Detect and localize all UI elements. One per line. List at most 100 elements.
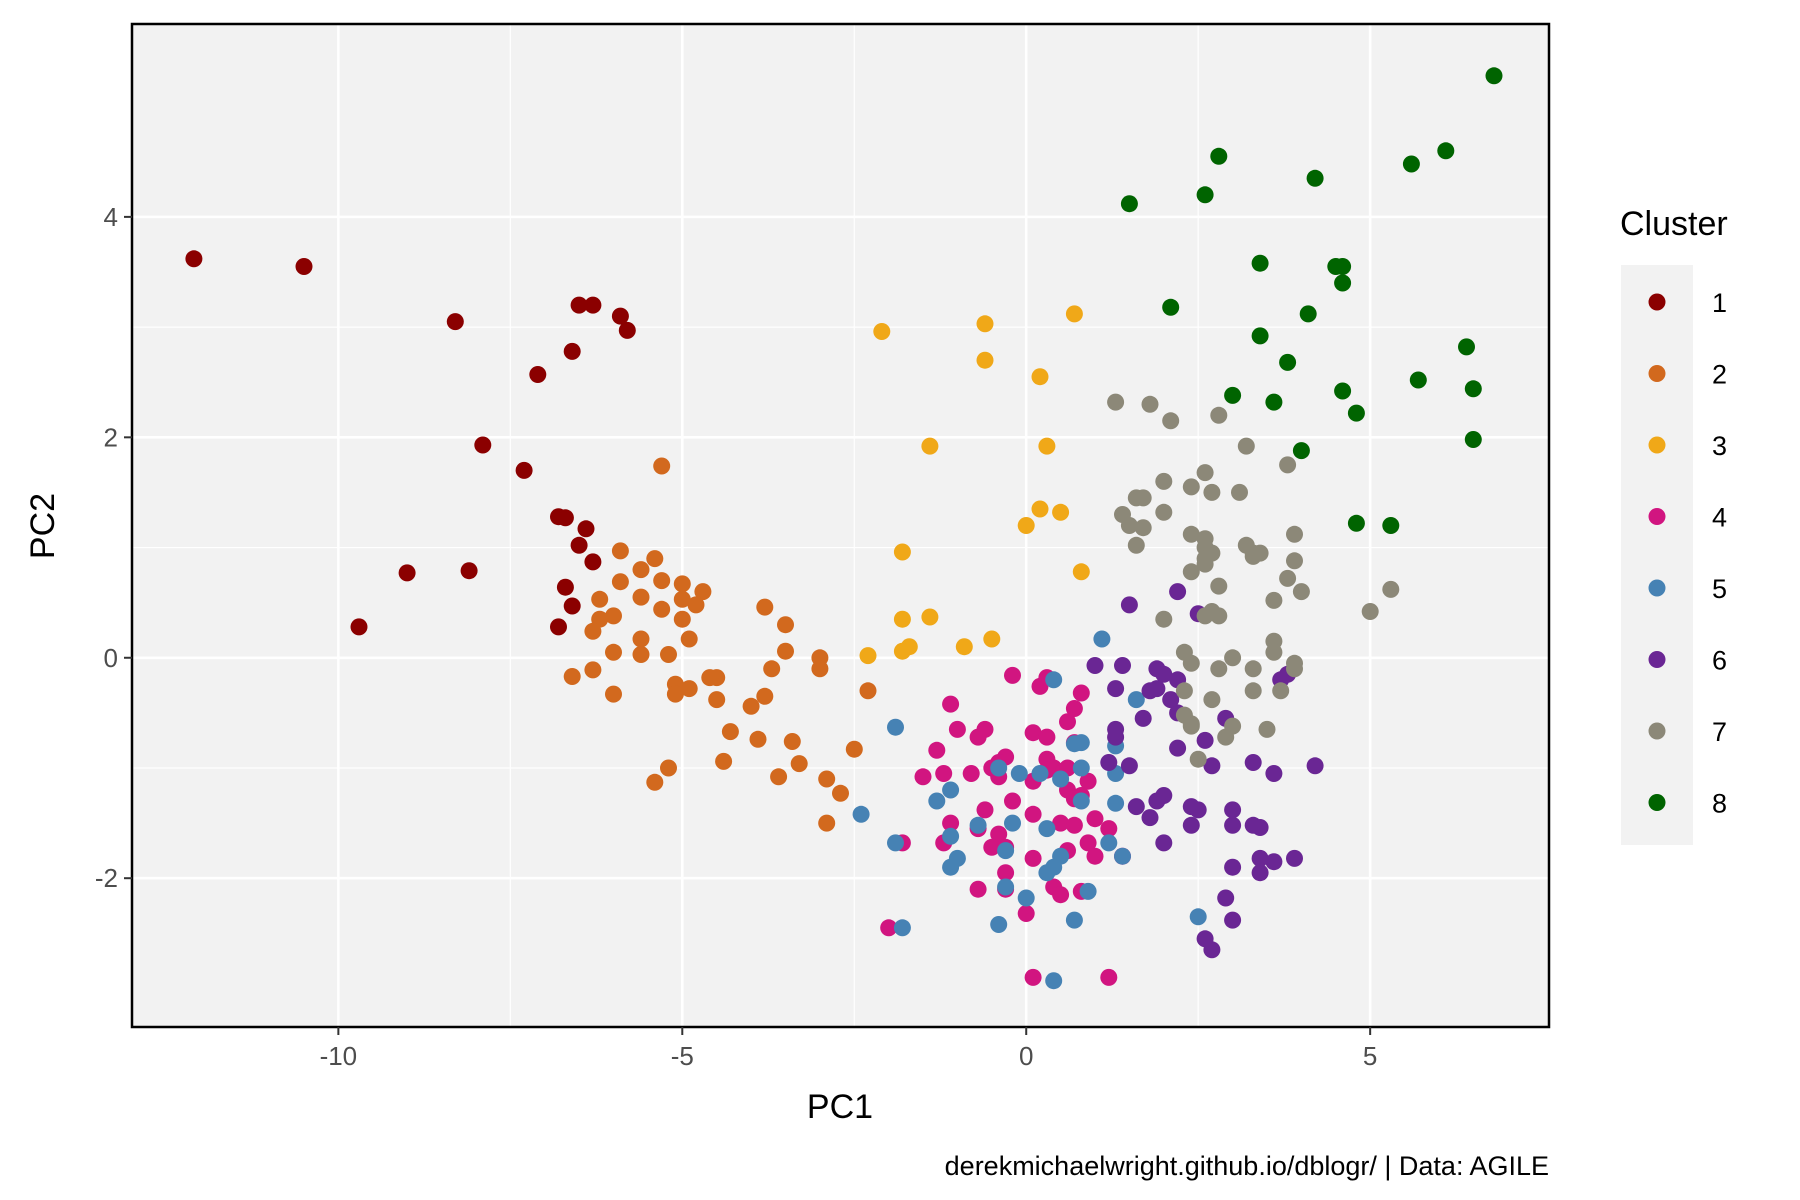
data-point [997, 842, 1015, 860]
data-point [715, 752, 733, 770]
data-point [893, 919, 911, 937]
data-point [1065, 735, 1083, 753]
data-point [1107, 794, 1125, 812]
data-point [1141, 809, 1159, 827]
data-point [749, 730, 767, 748]
data-point [1382, 517, 1400, 534]
data-point [1189, 801, 1207, 819]
legend-key-cluster-6 [1648, 651, 1666, 668]
data-point [1292, 583, 1310, 601]
data-point [570, 296, 588, 314]
data-point [1038, 437, 1056, 455]
data-point [777, 616, 794, 634]
data-point [605, 685, 622, 703]
data-point [1031, 368, 1049, 386]
legend-label: 8 [1712, 789, 1727, 819]
x-tick-label: -5 [671, 1041, 694, 1071]
data-point [1265, 591, 1283, 609]
data-point [832, 784, 849, 802]
data-point [1334, 258, 1352, 275]
data-point [1114, 657, 1131, 674]
data-point [653, 457, 671, 475]
legend-key-cluster-7 [1648, 722, 1666, 740]
data-point [584, 553, 602, 571]
data-point [350, 618, 368, 636]
data-point [1004, 792, 1021, 810]
data-point [653, 600, 671, 618]
data-point [1182, 563, 1200, 581]
y-tick-label: 4 [104, 202, 118, 232]
data-point [646, 550, 664, 568]
data-point [1217, 889, 1235, 907]
legend-label: 6 [1712, 646, 1727, 676]
data-point [1100, 968, 1118, 986]
data-point [632, 630, 650, 648]
data-point [1265, 853, 1283, 871]
data-point [997, 864, 1015, 882]
data-point [1072, 759, 1090, 777]
data-point [1210, 406, 1228, 424]
cluster-3-points [859, 305, 1090, 665]
data-point [1052, 814, 1070, 832]
data-point [653, 572, 671, 590]
data-point [1299, 305, 1317, 323]
data-point [1120, 596, 1138, 614]
data-point [1286, 525, 1303, 543]
data-point [1045, 671, 1063, 689]
data-point [1485, 67, 1503, 85]
data-point [680, 680, 698, 698]
data-point [935, 765, 953, 782]
data-point [942, 781, 960, 799]
data-point [295, 258, 313, 275]
x-axis-title: PC1 [807, 1088, 873, 1126]
data-point [460, 562, 478, 580]
data-point [1086, 810, 1104, 828]
legend-key-cluster-1 [1648, 293, 1666, 311]
data-point [1024, 968, 1042, 986]
data-point [962, 765, 980, 782]
data-point [1079, 834, 1097, 852]
data-point [893, 610, 911, 628]
data-point [1120, 195, 1138, 213]
data-point [1244, 547, 1262, 565]
data-point [1286, 660, 1303, 678]
data-point [1155, 472, 1173, 490]
legend-label: 7 [1712, 717, 1727, 747]
data-point [398, 564, 416, 582]
x-tick-label: 0 [1019, 1041, 1033, 1071]
data-point [1017, 889, 1035, 907]
data-point [1155, 503, 1173, 521]
data-point [893, 642, 911, 660]
data-point [1134, 489, 1152, 507]
data-point [1162, 298, 1180, 316]
data-point [721, 723, 739, 741]
data-point [1120, 757, 1138, 775]
data-point [1072, 684, 1090, 702]
data-point [1052, 886, 1070, 904]
data-point [694, 583, 712, 601]
data-point [1210, 660, 1228, 678]
data-point [1072, 792, 1090, 810]
data-point [687, 596, 705, 614]
plot-border [130, 22, 1551, 1029]
data-point [1134, 709, 1152, 727]
data-point [673, 610, 691, 628]
data-point [1244, 682, 1262, 700]
data-point [563, 597, 581, 615]
data-point [1031, 500, 1049, 518]
data-point [887, 718, 904, 736]
legend-items: 1 2 3 4 5 6 7 8 [1648, 288, 1727, 819]
data-point [570, 536, 588, 554]
legend-label: 5 [1712, 574, 1727, 604]
data-point [859, 682, 877, 700]
data-point [921, 608, 939, 626]
data-point [1265, 765, 1283, 782]
data-point [660, 646, 677, 663]
data-point [1437, 142, 1455, 160]
data-point [983, 630, 1001, 648]
data-point [1251, 254, 1269, 272]
x-tick-label: 5 [1363, 1041, 1377, 1071]
data-point [1265, 643, 1283, 661]
data-point [1334, 382, 1352, 400]
